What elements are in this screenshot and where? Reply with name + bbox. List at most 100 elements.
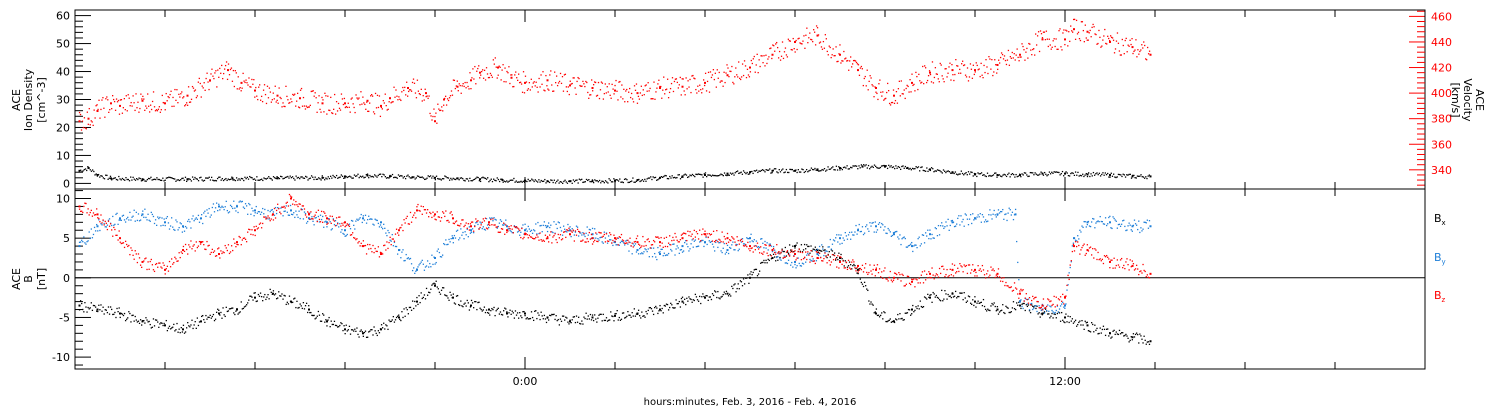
velocity-point xyxy=(591,86,594,89)
density-sample xyxy=(105,174,107,176)
velocity-sample xyxy=(1029,43,1031,45)
density-sample xyxy=(1061,170,1064,173)
bx-sample xyxy=(169,328,172,330)
bx-sample xyxy=(905,312,908,314)
velocity-sample xyxy=(355,94,357,96)
velocity-sample xyxy=(507,72,509,74)
velocity-sample xyxy=(801,43,803,45)
velocity-sample xyxy=(432,115,434,118)
by-point xyxy=(344,229,346,232)
density-sample xyxy=(324,179,326,181)
velocity-sample xyxy=(606,86,608,88)
bz-sample xyxy=(218,247,220,249)
density-sample xyxy=(980,172,983,174)
velocity-sample xyxy=(633,85,636,87)
bx-sample xyxy=(705,294,707,297)
bz-sample xyxy=(686,239,688,242)
density-sample xyxy=(141,179,144,182)
density-sample xyxy=(431,177,433,179)
by-sample xyxy=(586,226,588,228)
velocity-sample xyxy=(626,88,628,91)
velocity-sample xyxy=(738,61,740,63)
bz-sample xyxy=(520,236,522,239)
by-sample xyxy=(164,224,166,227)
bx-sample xyxy=(725,290,728,293)
velocity-sample xyxy=(569,80,571,82)
velocity-sample xyxy=(892,89,895,91)
velocity-sample xyxy=(248,77,250,79)
bx-point xyxy=(96,308,99,311)
bz-sample xyxy=(538,239,540,241)
bz-sample xyxy=(148,268,150,270)
density-sample xyxy=(428,175,431,178)
density-sample xyxy=(184,176,187,178)
by-sample xyxy=(372,223,374,225)
bz-sample xyxy=(516,227,519,229)
bx-sample xyxy=(384,328,386,330)
bx-sample xyxy=(519,312,521,314)
density-sample xyxy=(1049,173,1052,175)
bz-sample xyxy=(199,243,202,245)
density-sample xyxy=(1076,174,1078,176)
bz-sample xyxy=(688,234,690,237)
density-sample xyxy=(672,177,675,179)
by-sample xyxy=(107,219,110,222)
bx-sample xyxy=(835,259,837,261)
bx-sample xyxy=(304,305,307,307)
by-sample xyxy=(217,209,219,212)
bz-sample xyxy=(630,245,632,247)
velocity-sample xyxy=(370,95,372,97)
velocity-sample xyxy=(564,73,567,75)
velocity-sample xyxy=(707,71,710,74)
velocity-sample xyxy=(976,64,978,67)
bx-sample xyxy=(166,329,169,332)
bx-sample xyxy=(235,310,237,312)
by-sample xyxy=(361,221,363,224)
density-sample xyxy=(1066,172,1068,174)
velocity-sample xyxy=(1082,29,1085,32)
velocity-sample xyxy=(531,86,533,88)
by-sample xyxy=(146,219,148,221)
density-sample xyxy=(752,172,754,175)
bx-sample xyxy=(655,305,657,308)
velocity-sample xyxy=(464,81,466,84)
bz-sample xyxy=(651,244,654,246)
by-sample xyxy=(700,240,702,243)
by-sample xyxy=(1110,227,1112,229)
density-sample xyxy=(1013,173,1015,176)
bx-sample xyxy=(361,330,363,333)
velocity-sample xyxy=(817,34,820,36)
bx-sample xyxy=(989,309,991,312)
by-sample xyxy=(999,210,1002,213)
by-sample xyxy=(1099,215,1101,218)
by-sample xyxy=(1145,222,1147,224)
bz-sample xyxy=(596,240,598,243)
density-sample xyxy=(106,174,108,177)
bx-sample xyxy=(179,332,181,334)
bx-sample xyxy=(1116,333,1118,335)
by-sample xyxy=(501,224,504,226)
bx-sample xyxy=(197,324,200,327)
density-sample xyxy=(1115,176,1117,179)
bx-sample xyxy=(256,300,258,302)
velocity-sample xyxy=(125,95,127,97)
velocity-sample xyxy=(759,65,761,68)
density-sample xyxy=(277,176,279,179)
bx-sample xyxy=(1035,307,1037,310)
velocity-sample xyxy=(929,73,932,76)
bz-sample xyxy=(499,231,502,233)
bx-sample xyxy=(299,303,301,305)
velocity-sample xyxy=(822,40,825,43)
by-sample xyxy=(737,249,739,252)
by-sample xyxy=(1038,305,1040,307)
bx-sample xyxy=(373,326,375,328)
velocity-sample xyxy=(988,56,990,58)
density-sample xyxy=(946,170,948,173)
bz-sample xyxy=(319,221,322,223)
by-sample xyxy=(330,229,332,231)
bx-sample xyxy=(1090,322,1093,324)
by-sample xyxy=(536,233,538,235)
density-sample xyxy=(890,165,892,167)
by-sample xyxy=(401,251,403,253)
bz-sample xyxy=(459,225,461,227)
